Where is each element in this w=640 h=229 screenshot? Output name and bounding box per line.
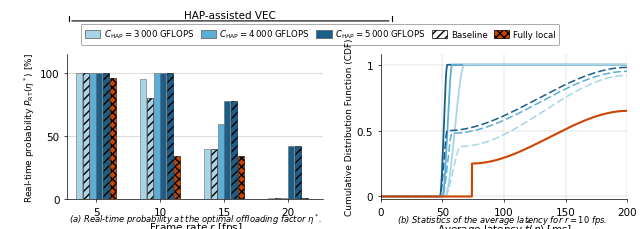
Bar bbox=[83, 74, 89, 199]
X-axis label: Average latency $\tilde{t}(\eta)$ [ms]: Average latency $\tilde{t}(\eta)$ [ms] bbox=[436, 220, 572, 229]
Text: HAP-assisted VEC: HAP-assisted VEC bbox=[184, 11, 276, 21]
Bar bbox=[218, 124, 224, 199]
Bar bbox=[147, 99, 153, 199]
Bar bbox=[167, 74, 173, 199]
Y-axis label: Cumulative Distribution Function (CDF): Cumulative Distribution Function (CDF) bbox=[345, 39, 354, 215]
Bar bbox=[301, 198, 308, 199]
Bar bbox=[76, 74, 83, 199]
Text: (b) Statistics of the average latency for $r = 10$ fps.: (b) Statistics of the average latency fo… bbox=[397, 213, 607, 226]
Bar bbox=[204, 149, 211, 199]
Bar bbox=[96, 74, 102, 199]
Bar bbox=[154, 74, 160, 199]
Bar bbox=[109, 79, 116, 199]
Bar bbox=[103, 74, 109, 199]
Bar bbox=[224, 101, 230, 199]
X-axis label: Frame rate $r$ [fps]: Frame rate $r$ [fps] bbox=[148, 220, 242, 229]
Bar bbox=[295, 147, 301, 199]
Legend: $C_{\mathrm{HAP}} = 3\,000$ GFLOPS, $C_{\mathrm{HAP}} = 4\,000$ GFLOPS, $C_{\mat: $C_{\mathrm{HAP}} = 3\,000$ GFLOPS, $C_{… bbox=[81, 25, 559, 45]
Bar bbox=[237, 157, 244, 199]
Bar bbox=[282, 198, 288, 199]
Y-axis label: Real-time probability $P_{\mathrm{RT}}(\eta^*)$ [%]: Real-time probability $P_{\mathrm{RT}}(\… bbox=[23, 52, 37, 202]
Bar bbox=[140, 80, 147, 199]
Bar bbox=[231, 101, 237, 199]
Bar bbox=[173, 157, 180, 199]
Bar bbox=[288, 147, 294, 199]
Bar bbox=[268, 198, 275, 199]
Bar bbox=[211, 149, 217, 199]
Bar bbox=[160, 74, 166, 199]
Text: (a) Real-time probability at the optimal offloading factor $\eta^*$.: (a) Real-time probability at the optimal… bbox=[68, 211, 322, 226]
Bar bbox=[90, 74, 96, 199]
Bar bbox=[275, 198, 281, 199]
